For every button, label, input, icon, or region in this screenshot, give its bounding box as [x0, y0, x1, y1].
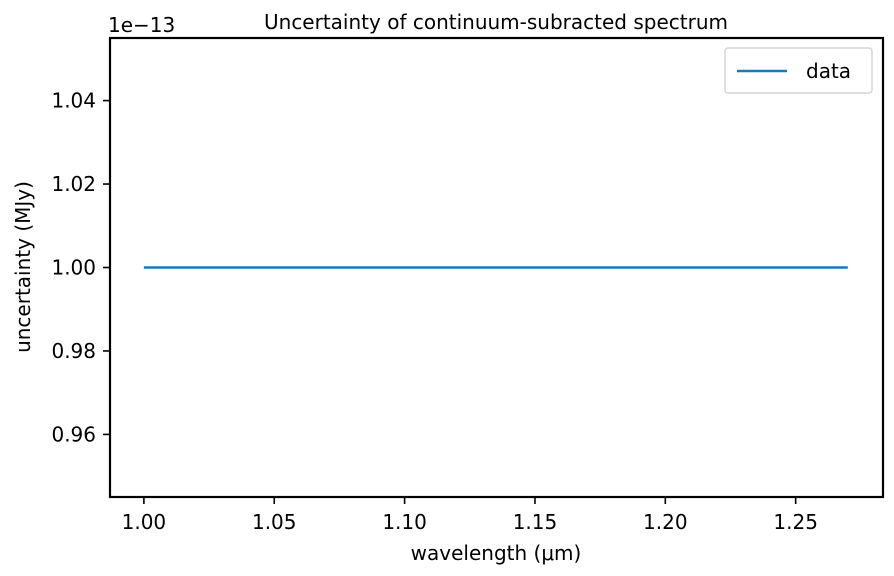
- y-tick-label: 0.96: [51, 422, 96, 446]
- x-tick-label: 1.10: [382, 510, 427, 534]
- y-tick-label: 1.04: [51, 89, 96, 113]
- legend-box: [724, 47, 873, 94]
- x-axis-label: wavelength (μm): [411, 541, 582, 565]
- y-axis-label: uncertainty (MJy): [11, 181, 35, 353]
- x-tick-label: 1.00: [122, 510, 167, 534]
- y-tick-label: 0.98: [51, 339, 96, 363]
- x-tick-label: 1.05: [252, 510, 297, 534]
- x-tick-label: 1.15: [513, 510, 558, 534]
- y-tick-label: 1.02: [51, 172, 96, 196]
- x-tick-label: 1.20: [643, 510, 688, 534]
- x-tick-label: 1.25: [773, 510, 818, 534]
- legend-label-data: data: [806, 59, 851, 83]
- y-offset-label: 1e−13: [108, 13, 175, 37]
- x-axis: 1.00 1.05 1.10 1.15 1.20 1.25: [122, 497, 818, 534]
- chart-title: Uncertainty of continuum-subracted spect…: [264, 10, 728, 34]
- y-tick-label: 1.00: [51, 256, 96, 280]
- legend: data: [724, 47, 873, 94]
- y-axis: 0.96 0.98 1.00 1.02 1.04: [51, 89, 110, 446]
